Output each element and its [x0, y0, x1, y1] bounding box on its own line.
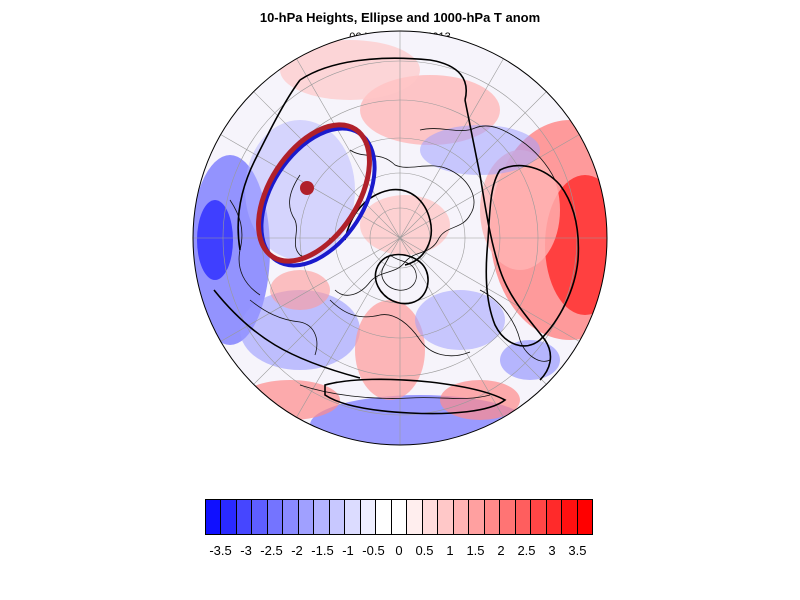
colorbar-cell — [469, 500, 485, 534]
colorbar-cell — [345, 500, 361, 534]
colorbar-cell — [407, 500, 423, 534]
colorbar-cell — [376, 500, 392, 534]
map-border — [192, 30, 608, 446]
colorbar-tick-label: 1.5 — [466, 543, 485, 558]
colorbar-cell — [267, 500, 284, 534]
colorbar-tick-label: 3.5 — [568, 543, 587, 558]
graticule — [193, 31, 607, 445]
colorbar-cell — [531, 500, 547, 534]
colorbar-tick-label: -1 — [342, 543, 354, 558]
colorbar-tick-label: 0 — [395, 543, 403, 558]
colorbar-cell — [360, 500, 377, 534]
colorbar-cell — [252, 500, 268, 534]
colorbar-cell — [422, 500, 439, 534]
ellipse-center-marker — [300, 181, 314, 195]
colorbar-cell — [438, 500, 454, 534]
colorbar-cell — [453, 500, 470, 534]
colorbar-cell — [546, 500, 563, 534]
colorbar-cell — [221, 500, 237, 534]
ellipse-outer — [256, 122, 372, 264]
colorbar-cell — [562, 500, 578, 534]
colorbar-tick-label: 2.5 — [517, 543, 536, 558]
colorbar-tick-label: -3.5 — [209, 543, 232, 558]
height-contours — [213, 57, 580, 415]
colorbar-cell — [329, 500, 346, 534]
colorbar-cell — [577, 500, 593, 534]
colorbar-cell — [283, 500, 299, 534]
colorbar-tick-label: 3 — [548, 543, 556, 558]
colorbar-tick-label: 2 — [497, 543, 505, 558]
colorbar-cell — [515, 500, 532, 534]
colorbar-cell — [206, 500, 222, 534]
colorbar-labels: -3.5 -3 -2.5 -2 -1.5 -1 -0.5 0 0.5 1 1.5 2 2.5 3 3.5 — [0, 543, 800, 561]
colorbar-cell — [314, 500, 330, 534]
colorbar-tick-label: -2.5 — [260, 543, 283, 558]
colorbar-cell — [298, 500, 315, 534]
colorbar-tick-label: -3 — [240, 543, 252, 558]
colorbar-cell — [484, 500, 501, 534]
colorbar-tick-label: 1 — [446, 543, 454, 558]
colorbar — [205, 499, 593, 535]
colorbar-tick-label: -0.5 — [362, 543, 385, 558]
colorbar-tick-label: -2 — [291, 543, 303, 558]
colorbar-cell — [500, 500, 516, 534]
colorbar-cell — [391, 500, 408, 534]
map-title: 10-hPa Heights, Ellipse and 1000-hPa T a… — [259, 10, 541, 25]
ellipse-overlay — [256, 122, 377, 268]
colorbar-cell — [236, 500, 253, 534]
colorbar-tick-label: 0.5 — [415, 543, 434, 558]
colorbar-tick-label: -1.5 — [311, 543, 334, 558]
